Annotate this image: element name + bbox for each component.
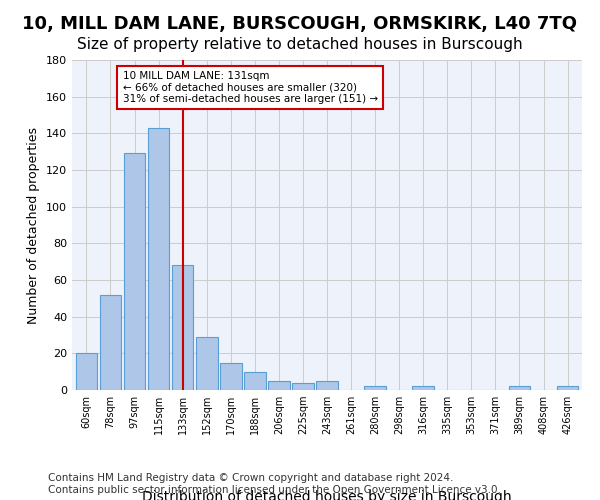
Text: Size of property relative to detached houses in Burscough: Size of property relative to detached ho… bbox=[77, 38, 523, 52]
Bar bbox=[76, 354, 97, 390]
Text: 10, MILL DAM LANE, BURSCOUGH, ORMSKIRK, L40 7TQ: 10, MILL DAM LANE, BURSCOUGH, ORMSKIRK, … bbox=[23, 15, 577, 33]
Bar bbox=[148, 128, 169, 390]
Bar bbox=[244, 372, 266, 390]
X-axis label: Distribution of detached houses by size in Burscough: Distribution of detached houses by size … bbox=[142, 490, 512, 500]
Bar bbox=[124, 154, 145, 390]
Bar bbox=[172, 266, 193, 390]
Bar bbox=[100, 294, 121, 390]
Bar bbox=[412, 386, 434, 390]
Bar bbox=[364, 386, 386, 390]
Bar bbox=[316, 381, 338, 390]
Text: Contains HM Land Registry data © Crown copyright and database right 2024.
Contai: Contains HM Land Registry data © Crown c… bbox=[48, 474, 501, 495]
Bar bbox=[196, 337, 218, 390]
Bar bbox=[268, 381, 290, 390]
Bar bbox=[509, 386, 530, 390]
Y-axis label: Number of detached properties: Number of detached properties bbox=[28, 126, 40, 324]
Bar bbox=[292, 382, 314, 390]
Text: 10 MILL DAM LANE: 131sqm
← 66% of detached houses are smaller (320)
31% of semi-: 10 MILL DAM LANE: 131sqm ← 66% of detach… bbox=[122, 71, 377, 104]
Bar bbox=[220, 362, 242, 390]
Bar bbox=[557, 386, 578, 390]
